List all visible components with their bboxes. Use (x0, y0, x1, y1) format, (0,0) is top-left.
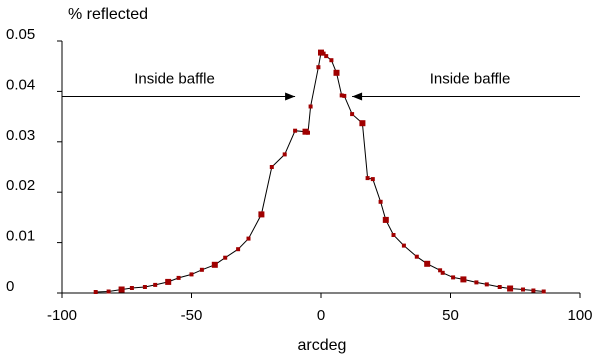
y-tick-label: 0 (6, 278, 14, 295)
annotation-label: Inside baffle (134, 70, 215, 87)
x-tick-label: 100 (567, 307, 592, 324)
data-point (440, 270, 445, 275)
data-point (316, 65, 321, 70)
data-point (531, 288, 536, 293)
data-point (302, 128, 309, 135)
x-tick-label: 0 (317, 307, 325, 324)
annotation-arrow-head (352, 92, 363, 101)
data-point (246, 236, 251, 241)
data-point (521, 287, 525, 292)
data-point (342, 93, 347, 98)
data-point (359, 120, 366, 127)
data-point (378, 199, 383, 204)
series-markers (93, 49, 546, 294)
data-point (365, 176, 370, 181)
y-tick-label: 0.05 (6, 26, 35, 43)
x-tick-label: -50 (181, 307, 203, 324)
data-point (329, 58, 334, 63)
data-point (507, 285, 514, 292)
y-tick-label: 0.01 (6, 228, 35, 245)
data-point (199, 267, 204, 272)
y-tick-label: 0.04 (6, 76, 35, 93)
y-tick-label: 0.03 (6, 127, 35, 144)
plot-area: -100 -50 0 50 100 0 0.01 0.02 0.03 0.04 0.05 Insi… (6, 26, 593, 324)
data-point (236, 247, 241, 252)
data-point (451, 275, 456, 280)
data-point (165, 278, 172, 285)
data-point (293, 128, 298, 133)
data-point (176, 275, 181, 280)
data-point (211, 261, 218, 268)
data-point (541, 289, 546, 294)
data-point (424, 260, 431, 267)
y-ticks: 0 0.01 0.02 0.03 0.04 0.05 (6, 26, 62, 295)
data-point (460, 276, 467, 283)
data-point (318, 49, 324, 56)
data-point (106, 289, 111, 294)
data-point (223, 255, 228, 260)
data-point (142, 285, 147, 289)
y-tick-label: 0.02 (6, 177, 35, 194)
x-tick-label: -100 (47, 307, 77, 324)
x-tick-label: 50 (442, 307, 459, 324)
data-point (497, 285, 502, 289)
data-point (189, 272, 194, 277)
data-point (282, 152, 287, 157)
data-point (438, 268, 443, 273)
data-point (118, 286, 125, 293)
annotation-arrow-head (285, 92, 296, 101)
data-point (129, 286, 134, 290)
data-point (258, 211, 265, 218)
data-point (370, 177, 375, 182)
data-point (339, 93, 344, 98)
data-point (324, 54, 329, 59)
data-point (93, 290, 98, 294)
x-axis-title: arcdeg (298, 337, 347, 354)
data-point (269, 165, 274, 169)
annotation-label: Inside baffle (430, 70, 511, 87)
x-ticks: -100 -50 0 50 100 (47, 293, 593, 324)
data-point (484, 282, 489, 287)
data-point (474, 280, 479, 285)
data-point (333, 69, 340, 76)
data-point (414, 254, 419, 259)
data-point (401, 243, 406, 248)
data-point (153, 282, 158, 287)
data-point (350, 112, 355, 117)
annotations: Inside baffle Inside baffle (62, 70, 580, 101)
data-point (321, 51, 326, 56)
series-line (95, 51, 544, 293)
data-point (306, 130, 310, 135)
data-point (391, 233, 396, 237)
data-point (382, 216, 389, 223)
y-axis-title: % reflected (68, 6, 148, 23)
data-point (308, 104, 313, 109)
